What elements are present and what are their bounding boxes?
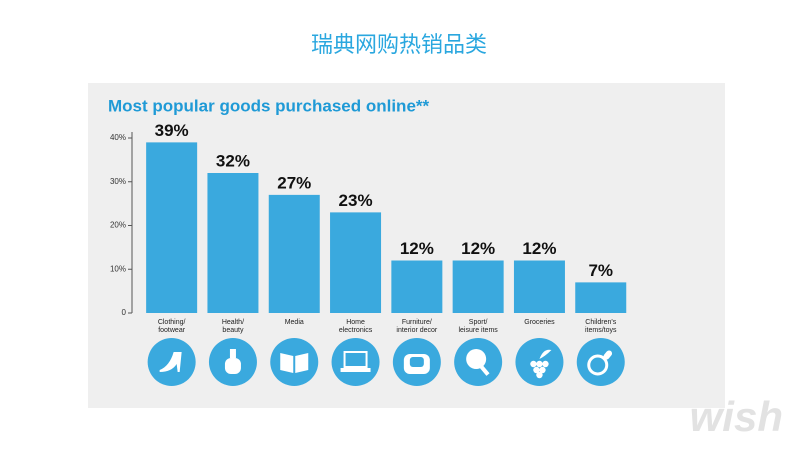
icon-glyph: [536, 371, 543, 379]
bar: [330, 212, 382, 313]
icon-glyph: [530, 360, 537, 368]
icon-glyph: [343, 351, 368, 368]
icon-glyph: [229, 349, 236, 358]
value-label: 39%: [155, 121, 189, 140]
y-tick-label: 40%: [110, 133, 126, 142]
bar: [575, 282, 627, 313]
bar: [207, 173, 259, 313]
icon-glyph: [539, 366, 546, 374]
slide-title: 瑞典网购热销品类: [311, 32, 487, 57]
y-tick-label: 10%: [110, 264, 126, 273]
x-tick-label: Clothing/ footwear: [157, 319, 186, 334]
y-tick-label: 30%: [110, 177, 126, 186]
icon-glyph: [479, 364, 490, 376]
y-tick-label: 20%: [110, 221, 126, 230]
icon-glyph: [280, 353, 309, 373]
value-label: 12%: [522, 239, 556, 258]
value-label: 23%: [339, 191, 373, 210]
icon-glyph: [603, 350, 613, 360]
x-tick-label: Furniture/ interior decor: [396, 319, 438, 334]
bar: [452, 260, 504, 313]
icon-glyph: [542, 360, 549, 368]
bar: [391, 260, 443, 313]
value-label: 12%: [400, 239, 434, 258]
icon-glyph: [409, 357, 424, 367]
watermark: wish: [690, 393, 783, 440]
category-icon: [270, 338, 319, 386]
y-tick-label: 0: [122, 308, 127, 317]
x-tick-label: Health/ beauty: [221, 319, 245, 334]
icon-glyph: [587, 354, 609, 376]
icon-glyph: [533, 366, 540, 374]
category-icon: [576, 338, 625, 386]
chart-title: Most popular goods purchased online**: [108, 96, 430, 115]
icon-glyph: [159, 352, 182, 372]
x-tick-label: Children's items/toys: [584, 319, 617, 334]
category-icon: [331, 338, 380, 386]
x-tick-label: Home electronics: [338, 319, 373, 334]
value-label: 7%: [588, 261, 613, 280]
value-label: 27%: [277, 173, 311, 192]
x-tick-label: Sport/ leisure items: [458, 319, 498, 334]
bar: [146, 142, 198, 313]
icon-glyph: [536, 360, 543, 368]
bar: [513, 260, 565, 313]
x-tick-label: Groceries: [524, 319, 555, 326]
icon-glyph: [340, 368, 371, 372]
value-label: 32%: [216, 151, 250, 170]
bar: [268, 194, 320, 313]
value-label: 12%: [461, 239, 495, 258]
icon-glyph: [539, 349, 552, 359]
icon-glyph: [466, 349, 487, 369]
icon-glyph: [224, 358, 241, 374]
x-tick-label: Media: [284, 319, 304, 326]
